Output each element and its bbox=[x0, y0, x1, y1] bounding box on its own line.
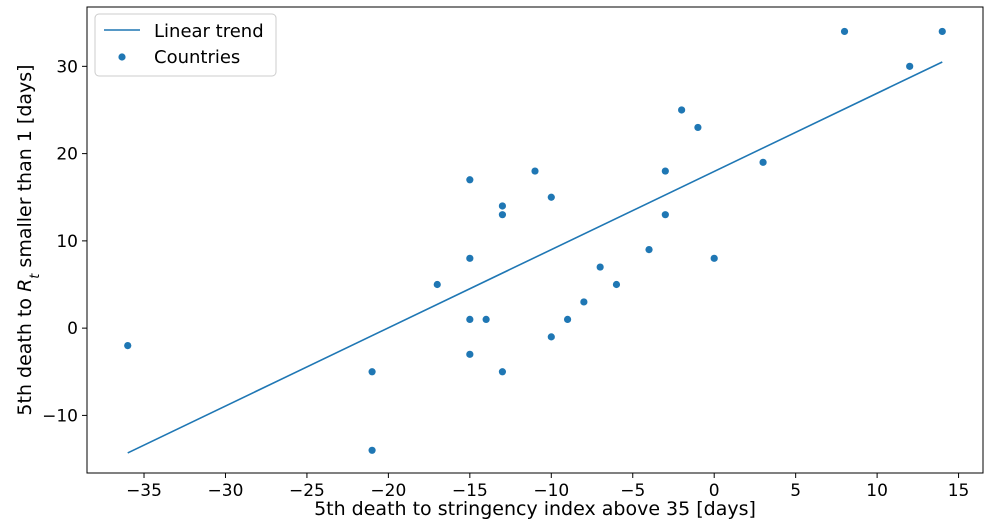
x-tick-label: 5 bbox=[790, 481, 801, 501]
country-point bbox=[498, 211, 507, 219]
y-axis-label-symbol: R bbox=[14, 279, 36, 292]
x-tick-label: 15 bbox=[948, 481, 970, 501]
x-axis-ticks: −35 −30 −25 −20 −15 −10 −5 0 5 10 15 bbox=[126, 473, 969, 501]
y-axis-label-suffix: smaller than 1 [days] bbox=[14, 64, 36, 273]
country-point bbox=[938, 27, 946, 36]
country-point bbox=[124, 341, 132, 350]
country-point bbox=[563, 315, 572, 324]
x-tick-label: −35 bbox=[126, 481, 162, 501]
x-tick-label: 0 bbox=[709, 481, 720, 501]
country-point bbox=[678, 106, 686, 114]
trend-line-layer bbox=[127, 61, 943, 454]
y-tick-label: 0 bbox=[67, 319, 78, 339]
y-axis-label-prefix: 5th death to bbox=[14, 292, 36, 416]
x-tick-label: 10 bbox=[866, 481, 888, 501]
country-point bbox=[498, 202, 507, 210]
y-tick-label: 10 bbox=[56, 232, 78, 252]
country-point bbox=[433, 280, 441, 289]
country-point bbox=[368, 368, 376, 376]
legend-box bbox=[94, 13, 277, 77]
x-tick-label: −20 bbox=[370, 481, 406, 501]
country-point bbox=[531, 167, 539, 175]
country-point bbox=[547, 193, 555, 201]
x-tick-label: −15 bbox=[452, 481, 488, 501]
y-tick-label: −10 bbox=[42, 406, 78, 426]
country-point bbox=[368, 446, 376, 454]
x-tick-label: −10 bbox=[533, 481, 569, 501]
country-point bbox=[466, 254, 474, 262]
legend: Linear trend Countries bbox=[94, 13, 277, 77]
legend-point-swatch bbox=[118, 53, 126, 61]
x-axis-label: 5th death to stringency index above 35 [… bbox=[314, 498, 756, 520]
country-point bbox=[596, 263, 604, 271]
country-point bbox=[612, 280, 621, 289]
country-point bbox=[466, 176, 474, 184]
legend-label-linear-trend: Linear trend bbox=[154, 21, 264, 42]
plot-frame bbox=[86, 6, 984, 474]
country-point bbox=[661, 211, 669, 219]
y-axis-label: 5th death to Rt smaller than 1 [days] bbox=[14, 64, 43, 415]
country-point bbox=[906, 62, 914, 70]
y-tick-label: 30 bbox=[56, 57, 78, 77]
y-axis-ticks: −10 0 10 20 30 bbox=[42, 57, 87, 426]
country-point bbox=[661, 167, 669, 175]
country-point bbox=[840, 27, 849, 36]
country-point bbox=[498, 368, 507, 376]
x-tick-label: −5 bbox=[620, 481, 645, 501]
points-layer bbox=[124, 27, 946, 454]
x-tick-label: −30 bbox=[208, 481, 244, 501]
country-point bbox=[694, 123, 702, 132]
country-point bbox=[547, 333, 555, 341]
country-point bbox=[580, 298, 588, 306]
country-point bbox=[482, 315, 490, 324]
linear-trend-line bbox=[127, 61, 943, 454]
country-point bbox=[710, 254, 718, 262]
y-tick-label: 20 bbox=[56, 145, 78, 165]
country-point bbox=[466, 315, 474, 324]
country-point bbox=[466, 350, 474, 358]
x-tick-label: −25 bbox=[289, 481, 325, 501]
country-point bbox=[759, 158, 767, 166]
country-point bbox=[645, 245, 653, 254]
legend-label-countries: Countries bbox=[154, 47, 240, 68]
y-axis-label-subscript: t bbox=[28, 273, 43, 279]
